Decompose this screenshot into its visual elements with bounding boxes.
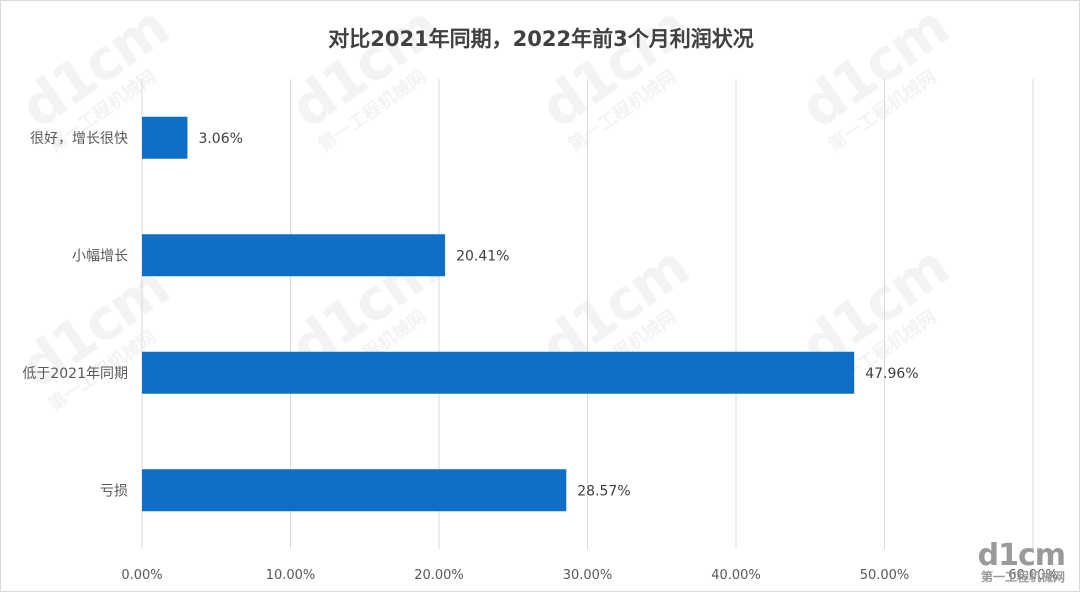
- x-tick-label: 50.00%: [860, 568, 910, 583]
- category-label: 低于2021年同期: [22, 366, 128, 382]
- category-label: 亏损: [100, 483, 128, 499]
- chart-title: 对比2021年同期，2022年前3个月利润状况: [328, 27, 754, 51]
- category-label: 很好，增长很快: [30, 131, 128, 147]
- x-tick-label: 10.00%: [266, 568, 316, 583]
- bar: [142, 351, 855, 394]
- data-label: 47.96%: [865, 366, 918, 382]
- bar: [142, 116, 188, 159]
- x-tick-label: 30.00%: [563, 568, 613, 583]
- data-label: 3.06%: [198, 131, 242, 147]
- x-tick-label: 60.00%: [1008, 568, 1058, 583]
- bar: [142, 234, 446, 277]
- bar: [142, 469, 567, 512]
- x-tick-label: 40.00%: [711, 568, 761, 583]
- data-label: 20.41%: [456, 248, 509, 264]
- data-label: 28.57%: [577, 483, 630, 499]
- x-tick-label: 0.00%: [121, 568, 162, 583]
- x-tick-label: 20.00%: [414, 568, 464, 583]
- corner-logo: d1cm 第一工程机械网: [977, 538, 1066, 584]
- category-label: 小幅增长: [72, 248, 128, 264]
